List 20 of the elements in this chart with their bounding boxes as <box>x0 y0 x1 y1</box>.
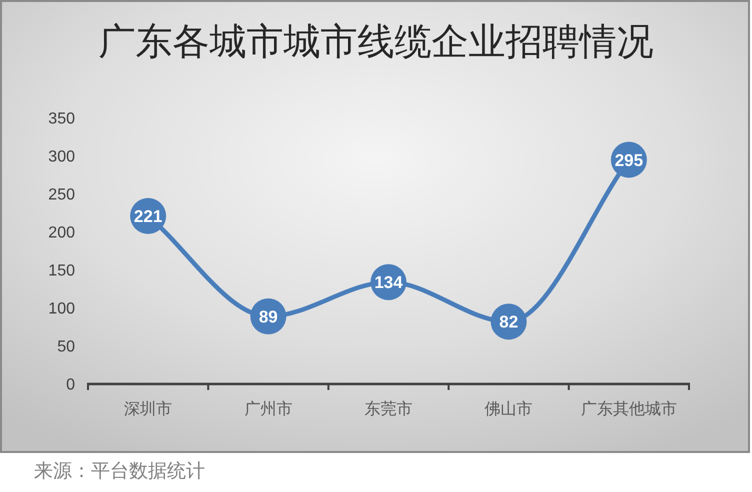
data-label: 221 <box>134 207 162 226</box>
x-tick-label: 广东其他城市 <box>580 400 677 418</box>
title: 广东各城市城市线缆企业招聘情况 <box>98 22 654 63</box>
x-tick-label: 广州市 <box>244 400 292 418</box>
data-label: 82 <box>499 312 518 332</box>
x-tick-label: 东莞市 <box>364 400 412 418</box>
y-tick-label: 0 <box>66 376 76 394</box>
data-label: 134 <box>374 273 404 292</box>
y-tick-label: 300 <box>48 148 76 166</box>
y-tick-label: 350 <box>48 110 76 128</box>
x-tick-label: 深圳市 <box>124 400 172 418</box>
y-tick-label: 250 <box>48 186 76 204</box>
y-tick-label: 50 <box>57 338 76 356</box>
y-tick-label: 150 <box>48 262 76 280</box>
annotations: 来源：平台数据统计 <box>34 461 205 482</box>
x-tick-label: 佛山市 <box>484 400 533 418</box>
data-label: 89 <box>258 307 278 326</box>
y-tick-label: 200 <box>48 224 76 242</box>
y-tick-label: 100 <box>48 300 76 318</box>
data-label: 295 <box>614 150 644 170</box>
